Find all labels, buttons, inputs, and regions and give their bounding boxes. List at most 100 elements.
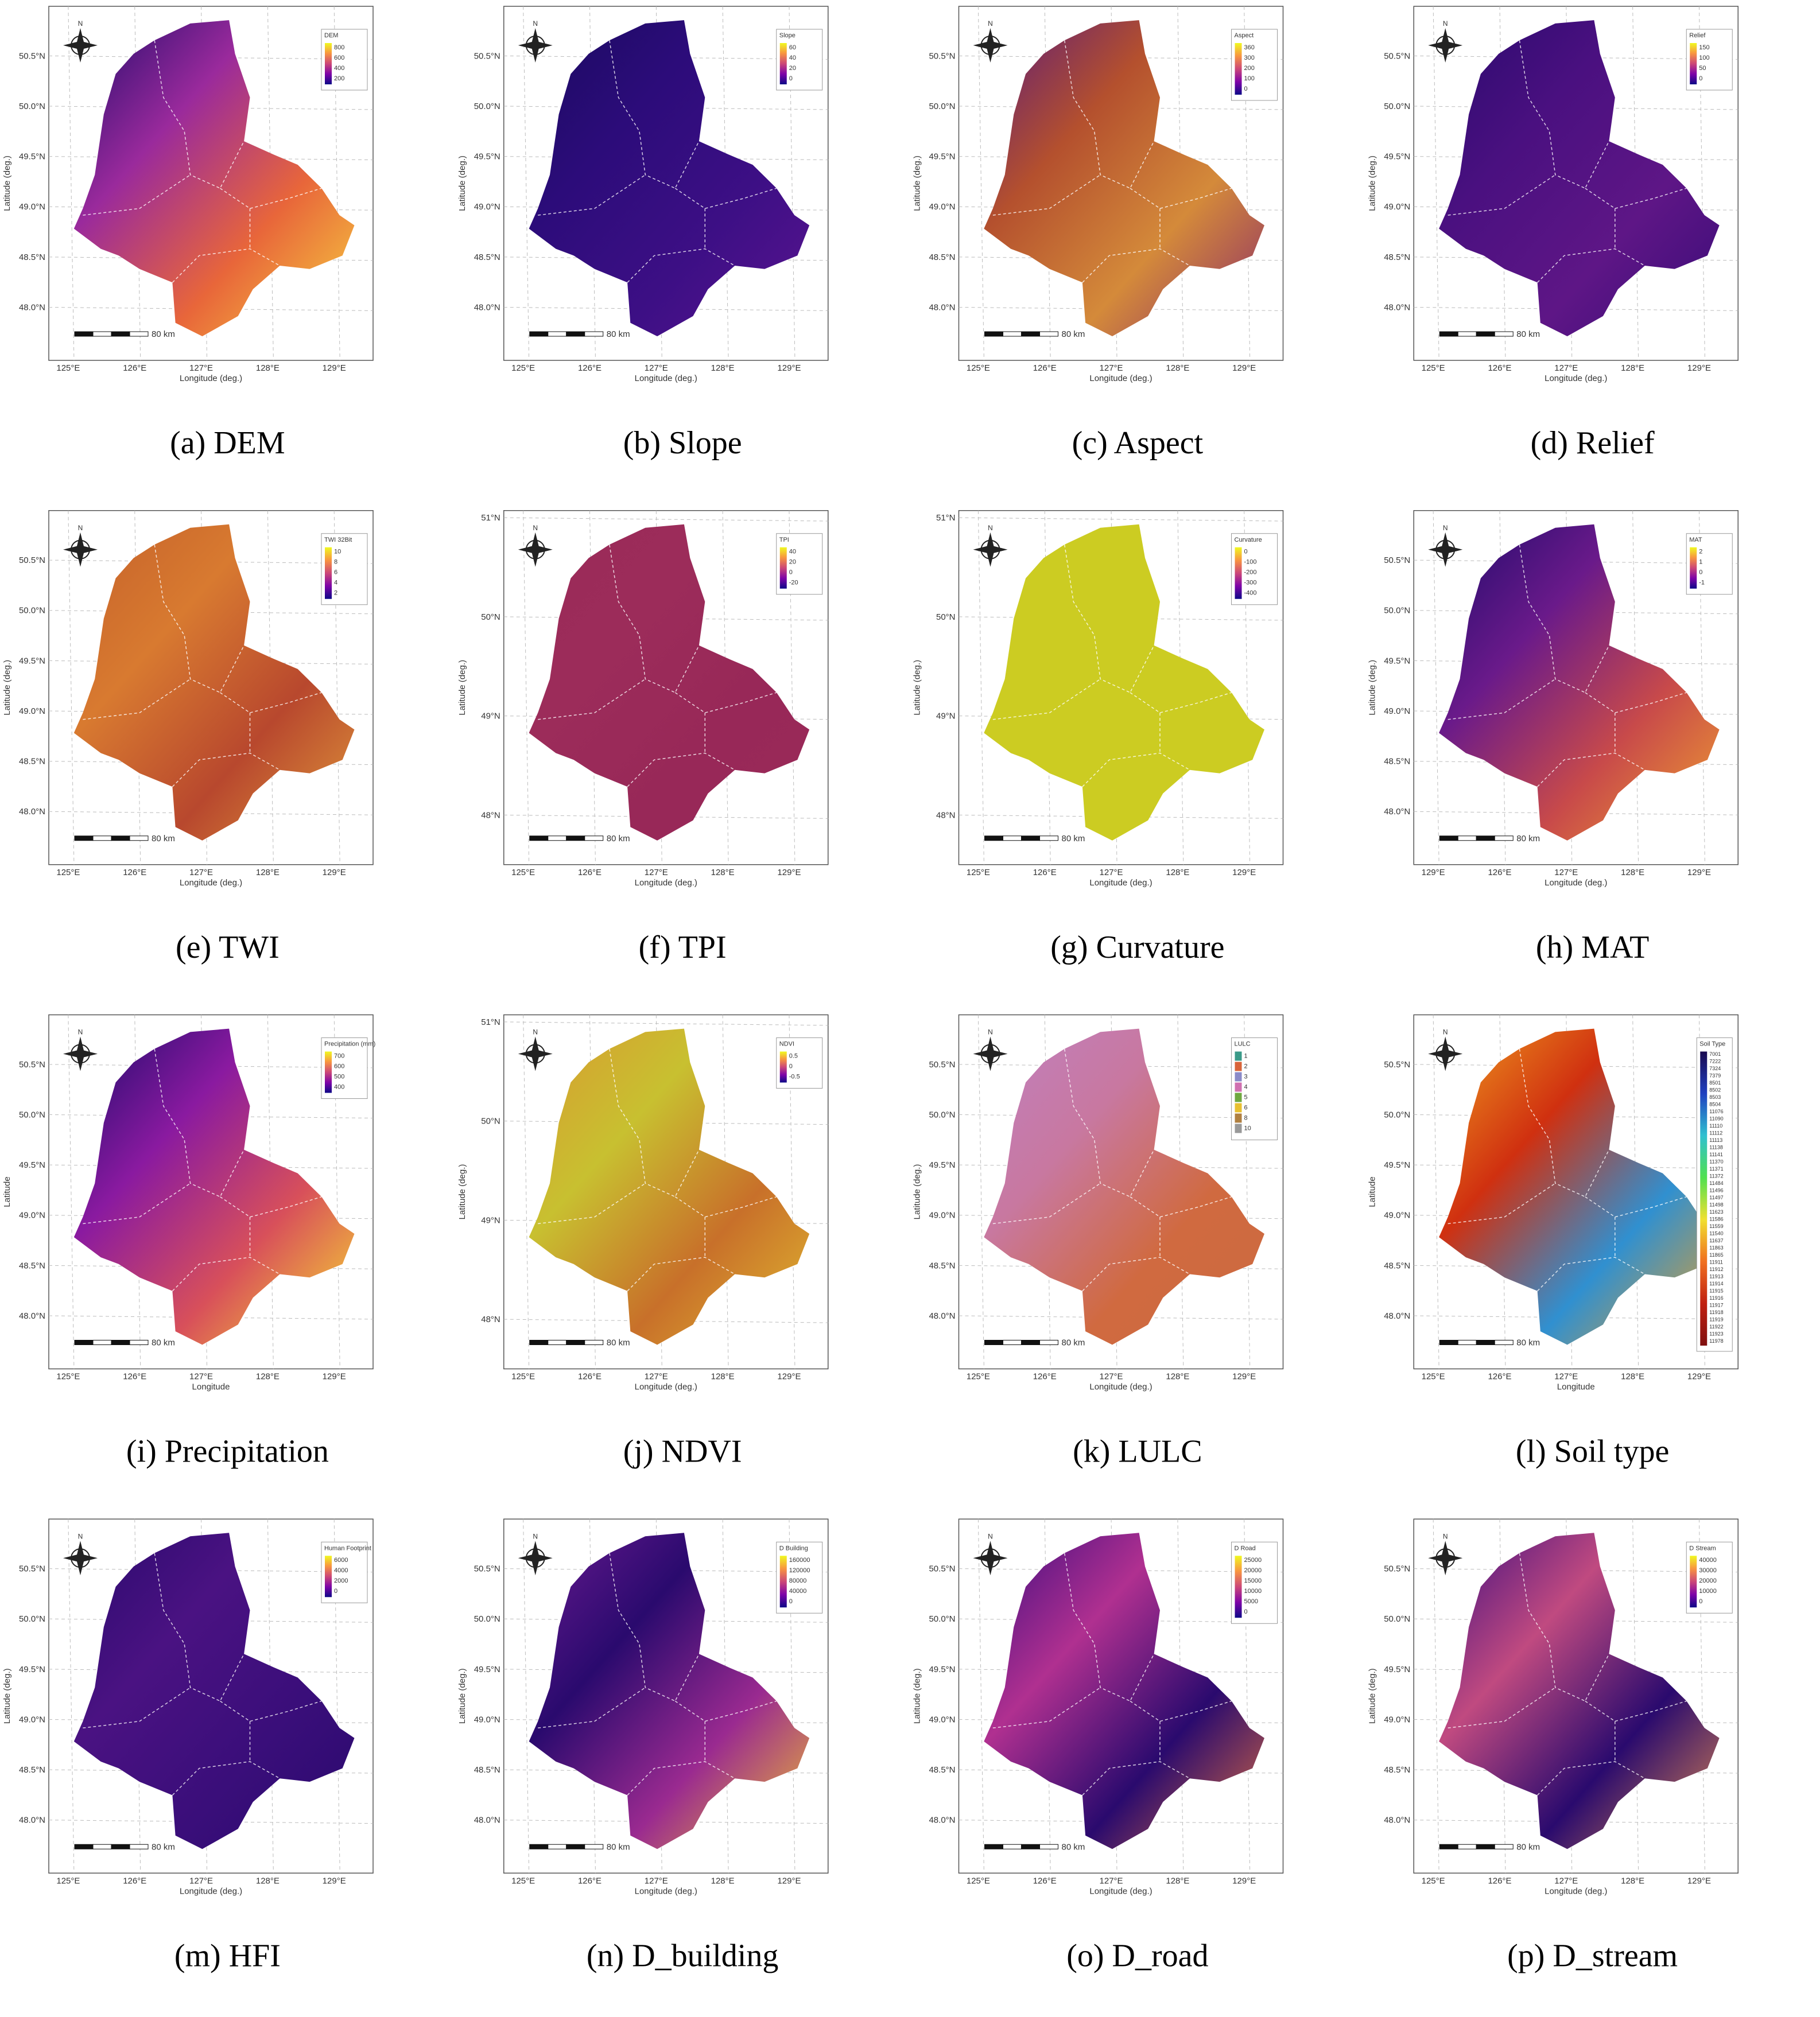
legend-colorbar: [325, 1051, 332, 1093]
legend-label: 11865: [1709, 1252, 1723, 1258]
district-boundary: [627, 248, 735, 283]
x-tick-label: 125°E: [511, 1876, 535, 1886]
legend-label: 11090: [1709, 1116, 1723, 1122]
legend-title: Aspect: [1235, 32, 1254, 39]
district-boundary: [220, 188, 322, 209]
graticule: [68, 1015, 75, 1369]
y-tick-label: 50.0°N: [19, 606, 45, 616]
legend-label: 20000: [1244, 1567, 1262, 1574]
scale-bar: [111, 1844, 130, 1849]
y-axis-label: Latitude (deg.): [913, 1164, 922, 1220]
y-tick-label: 49.0°N: [929, 1211, 955, 1221]
legend-label: 11911: [1709, 1260, 1723, 1265]
legend-label: 11586: [1709, 1217, 1723, 1222]
district-boundary: [1537, 248, 1646, 283]
legend-colorbar: [325, 1556, 332, 1598]
compass: [518, 28, 553, 63]
x-tick-label: 127°E: [189, 868, 213, 877]
legend-label: 11637: [1709, 1238, 1723, 1243]
district-boundary: [220, 1196, 322, 1218]
x-tick-label: 125°E: [56, 868, 80, 877]
x-tick-label: 127°E: [645, 363, 668, 373]
north-label: N: [78, 1028, 83, 1036]
legend-swatch: [1235, 1124, 1242, 1133]
legend-swatch: [1235, 1062, 1242, 1071]
district-boundary: [992, 174, 1101, 216]
scale-label: 80 km: [152, 1338, 175, 1348]
north-label: N: [1443, 20, 1448, 28]
district-boundary: [1585, 692, 1687, 713]
y-tick-label: 48.0°N: [19, 1311, 45, 1321]
scale-bar: [548, 1340, 567, 1345]
legend-label: 0: [789, 75, 793, 82]
y-tick-label: 49.0°N: [1384, 1715, 1410, 1724]
y-tick-label: 48.5°N: [929, 1261, 955, 1270]
x-tick-label: 128°E: [1166, 1372, 1189, 1382]
caption: (b) Slope: [623, 425, 742, 461]
y-tick-label: 49.0°N: [474, 202, 500, 212]
district-boundary: [1130, 692, 1232, 713]
legend-label: 11112: [1709, 1130, 1722, 1136]
region: [1439, 524, 1720, 841]
x-tick-label: 129°E: [1232, 363, 1256, 373]
y-tick-label: 48.0°N: [1384, 1816, 1410, 1825]
graticule: [1433, 6, 1439, 361]
y-axis-label: Latitude (deg.): [2, 1668, 12, 1724]
legend-label: 11917: [1709, 1303, 1723, 1308]
graticule: [1433, 1519, 1439, 1874]
legend-title: TWI 32Bit: [324, 537, 352, 543]
north-label: N: [78, 524, 83, 532]
legend-label: 11916: [1709, 1295, 1723, 1301]
legend-label: 6: [334, 569, 337, 576]
legend-label: 360: [1244, 44, 1255, 51]
north-label: N: [533, 1028, 538, 1036]
scale-bar: [1494, 1844, 1514, 1849]
x-tick-label: 125°E: [1422, 1372, 1445, 1382]
x-tick-label: 128°E: [256, 363, 280, 373]
x-tick-label: 129°E: [323, 363, 346, 373]
district-boundary: [154, 40, 245, 189]
graticule: [977, 510, 984, 865]
x-tick-label: 128°E: [1621, 363, 1644, 373]
y-axis-label: Latitude (deg.): [457, 156, 467, 211]
y-tick-label: 50.0°N: [1384, 102, 1410, 111]
x-tick-label: 129°E: [323, 1372, 346, 1382]
scale-bar: [984, 331, 1003, 337]
compass: [63, 1541, 98, 1576]
x-tick-label: 126°E: [1033, 363, 1057, 373]
scale-bar: [566, 1844, 585, 1849]
y-tick-label: 50.5°N: [929, 1564, 955, 1574]
scale-bar: [1439, 1340, 1458, 1345]
x-tick-label: 129°E: [1232, 1372, 1256, 1382]
legend-label: 0: [1699, 75, 1702, 82]
caption-name: DEM: [214, 425, 285, 461]
legend-label: 2000: [334, 1577, 348, 1584]
y-tick-label: 49.0°N: [1384, 1211, 1410, 1221]
caption-name: D_building: [632, 1938, 778, 1973]
district-boundary: [83, 1183, 191, 1225]
x-tick-label: 127°E: [1100, 363, 1123, 373]
district-boundary: [992, 1687, 1101, 1729]
district-boundary: [220, 692, 322, 713]
district-boundary: [1537, 752, 1646, 787]
legend-label: 11623: [1709, 1209, 1723, 1215]
legend-title: D Building: [779, 1545, 808, 1552]
legend-title: MAT: [1689, 537, 1702, 543]
caption: (o) D_road: [1066, 1938, 1208, 1973]
scale-bar: [1439, 331, 1458, 337]
y-tick-label: 48.0°N: [474, 302, 500, 312]
x-tick-label: 125°E: [56, 1876, 80, 1886]
y-tick-label: 48.0°N: [929, 302, 955, 312]
y-tick-label: 49.5°N: [19, 1160, 45, 1170]
y-axis-label: Latitude (deg.): [913, 660, 922, 716]
caption-name: NDVI: [662, 1434, 742, 1470]
x-axis-label: Longitude (deg.): [1089, 1382, 1152, 1392]
district-boundary: [1519, 1553, 1610, 1702]
legend-label: 11922: [1709, 1324, 1723, 1330]
legend-label: 0: [1699, 1598, 1702, 1605]
scale-label: 80 km: [1062, 1338, 1085, 1348]
y-tick-label: 50.0°N: [19, 1614, 45, 1624]
caption: (f) TPI: [639, 930, 727, 965]
caption-name: Soil type: [1554, 1434, 1670, 1470]
compass-ring: [1435, 539, 1456, 559]
